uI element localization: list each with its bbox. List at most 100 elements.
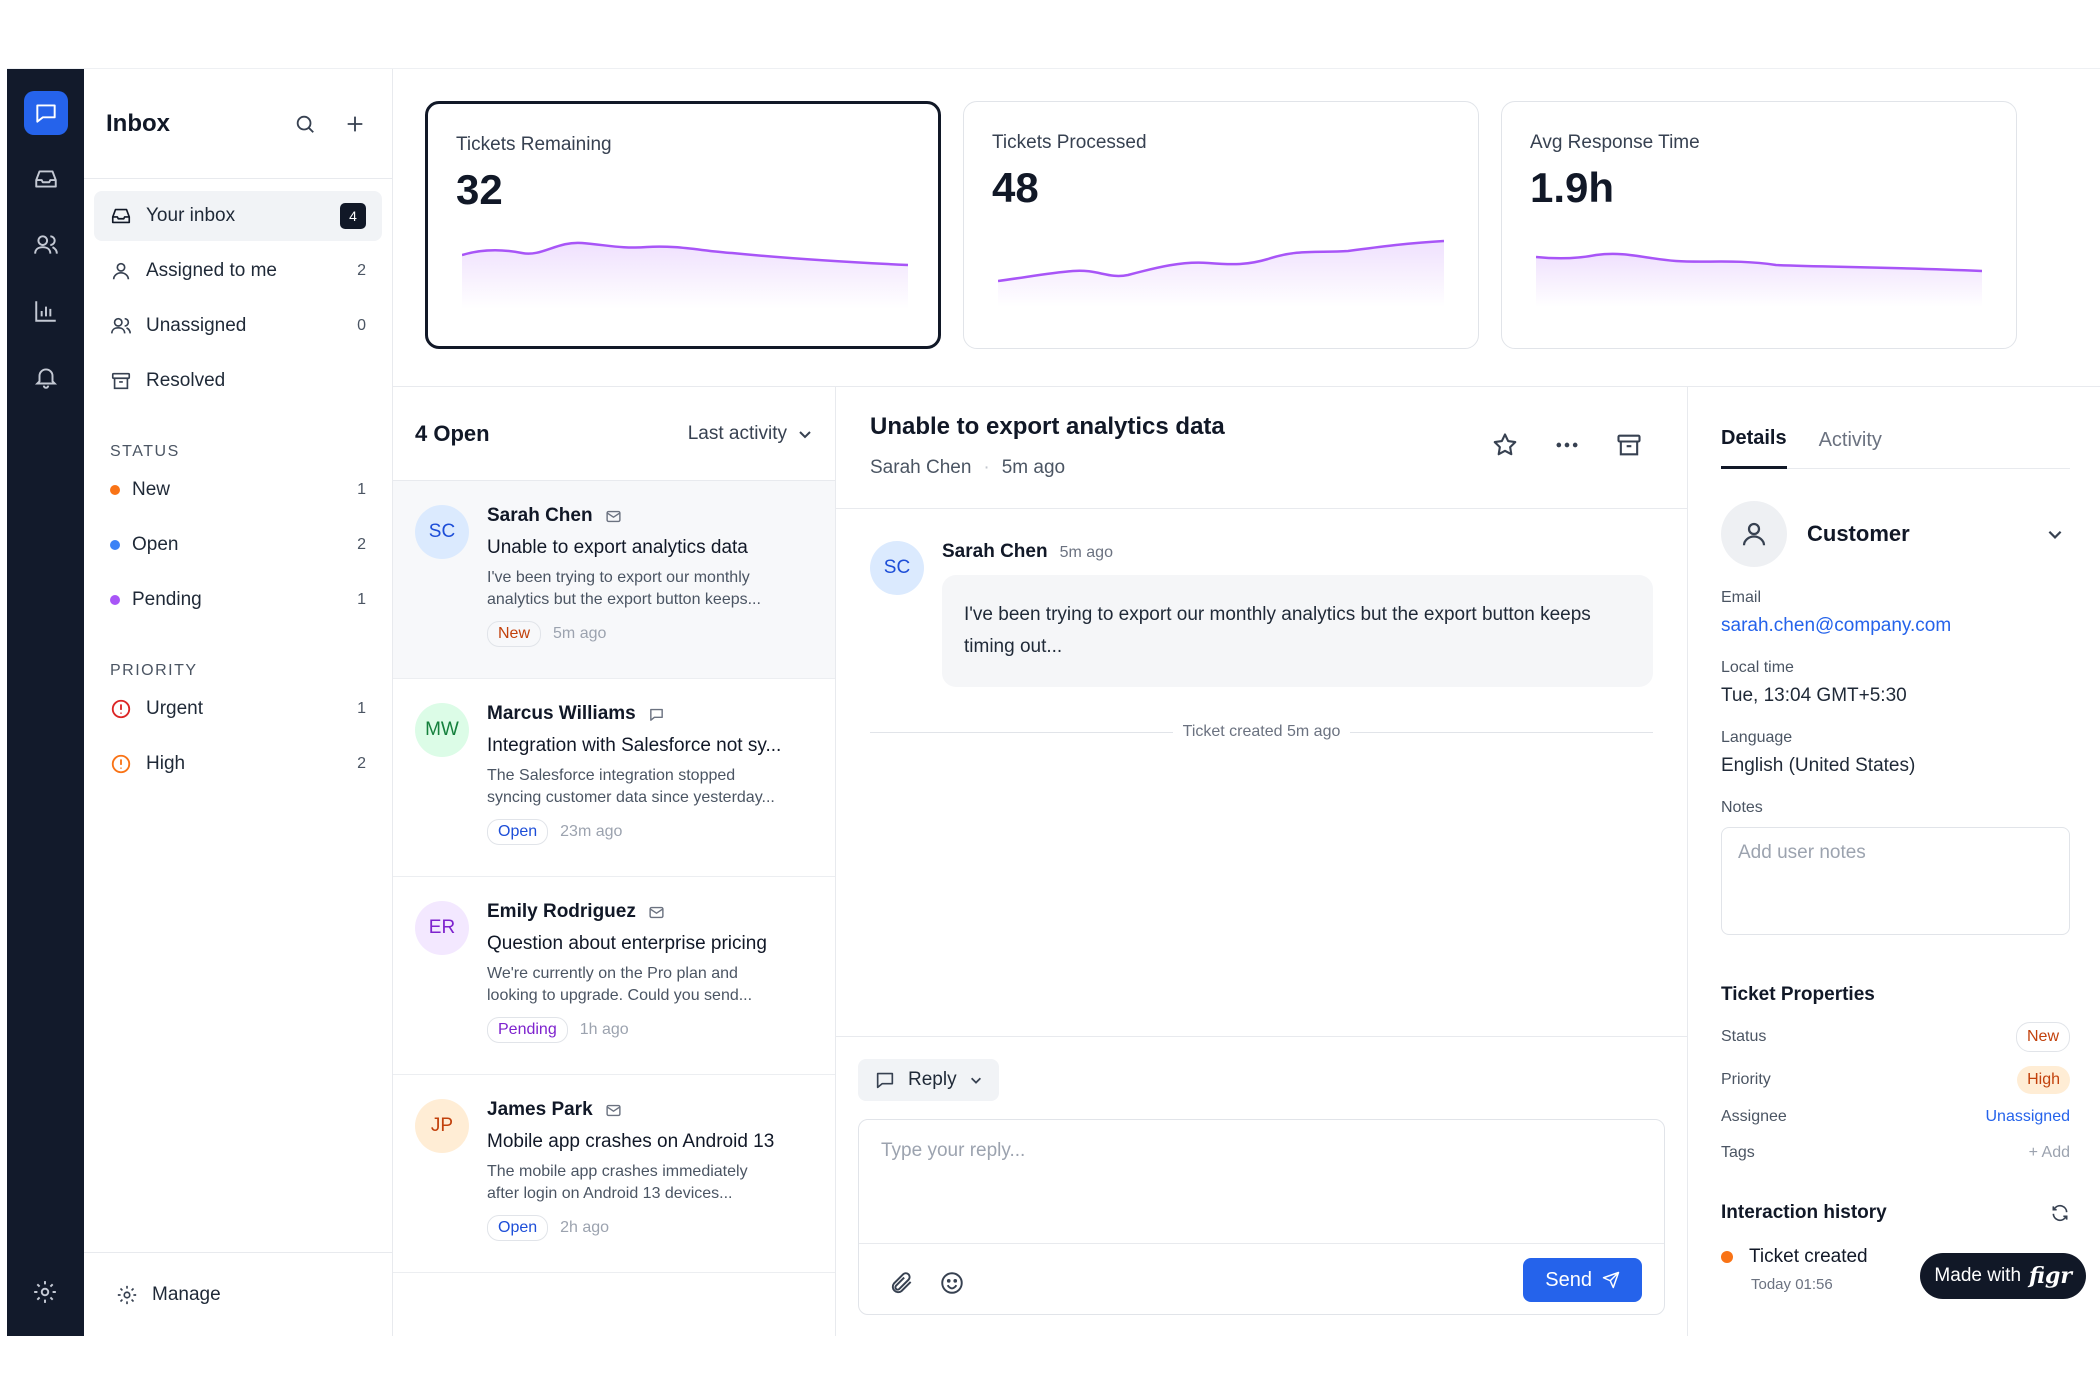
emoji-icon[interactable] <box>939 1270 965 1296</box>
chat-icon <box>35 104 56 123</box>
refresh-icon[interactable] <box>2050 1203 2070 1223</box>
assignee-link[interactable]: Unassigned <box>1985 1108 2071 1125</box>
conversation-author: Sarah Chen <box>870 457 972 478</box>
ticket-customer: Sarah Chen <box>487 505 813 527</box>
item-count: 2 <box>357 536 366 553</box>
history-title: Interaction history <box>1721 1202 1887 1223</box>
avatar <box>1721 501 1787 567</box>
search-icon <box>296 115 314 133</box>
customer-label: Customer <box>1807 521 1910 546</box>
notes-field[interactable] <box>1721 827 2070 935</box>
paperclip-icon[interactable] <box>889 1270 915 1296</box>
priority-heading: PRIORITY <box>110 662 198 679</box>
ticket-list: 4 Open Last activity SC Sarah Chen Unabl… <box>393 387 836 1336</box>
sidebar-item-status-new[interactable]: New 1 <box>94 465 382 515</box>
sidebar-item-resolved[interactable]: Resolved <box>94 356 382 406</box>
mail-icon <box>606 1104 621 1116</box>
sidebar-item-your-inbox[interactable]: Your inbox 4 <box>94 191 382 241</box>
ticket-item[interactable]: MW Marcus Williams Integration with Sale… <box>393 679 835 877</box>
email-label: Email <box>1721 589 1762 606</box>
sidebar-item-priority-high[interactable]: High 2 <box>94 739 382 789</box>
notifications-nav-button[interactable] <box>24 355 68 399</box>
customer-name: James Park <box>487 1099 593 1120</box>
status-dot <box>110 485 120 495</box>
ticket-item[interactable]: ER Emily Rodriguez Question about enterp… <box>393 877 835 1075</box>
star-icon[interactable] <box>1491 431 1519 459</box>
avatar: SC <box>870 541 924 595</box>
customer-name: Emily Rodriguez <box>487 901 636 922</box>
status-dot <box>110 595 120 605</box>
tab-activity[interactable]: Activity <box>1818 429 1882 451</box>
ticket-time: 2h ago <box>560 1219 610 1236</box>
customer-section[interactable]: Customer <box>1721 501 2070 567</box>
stat-label: Avg Response Time <box>1530 132 1700 153</box>
language-label: Language <box>1721 729 1793 746</box>
inbox-icon <box>111 208 131 224</box>
status-badge[interactable]: New <box>2015 1022 2070 1052</box>
user-icon <box>112 262 130 280</box>
more-icon[interactable] <box>1553 431 1581 459</box>
send-button[interactable]: Send <box>1523 1258 1642 1302</box>
conversation-time: 5m ago <box>1001 457 1066 478</box>
stat-card-tickets-processed[interactable]: Tickets Processed 48 <box>963 101 1479 349</box>
preview-line: I've been trying to export our monthly <box>487 569 750 586</box>
archive-icon[interactable] <box>1615 431 1643 459</box>
settings-nav-button[interactable] <box>23 1270 67 1314</box>
search-button[interactable] <box>290 109 320 139</box>
status-badge: Open <box>487 1215 549 1241</box>
sidebar-item-assigned-to-me[interactable]: Assigned to me 2 <box>94 246 382 296</box>
sidebar-item-label: Unassigned <box>146 315 247 336</box>
item-count: 1 <box>357 700 366 717</box>
sidebar-item-status-pending[interactable]: Pending 1 <box>94 575 382 625</box>
ticket-list-header: 4 Open Last activity <box>393 387 835 481</box>
item-count: 2 <box>357 755 366 772</box>
priority-badge[interactable]: High <box>2017 1066 2070 1094</box>
sparkline <box>1536 252 1982 307</box>
property-label: Priority <box>1721 1071 1771 1088</box>
tab-details[interactable]: Details <box>1721 427 1787 469</box>
reply-input[interactable] <box>859 1120 1664 1244</box>
item-count: 0 <box>357 317 366 334</box>
ticket-item[interactable]: JP James Park Mobile app crashes on Andr… <box>393 1075 835 1273</box>
history-event: Ticket created <box>1749 1246 1868 1267</box>
inbox-nav-button[interactable] <box>24 157 68 201</box>
stat-card-tickets-remaining[interactable]: Tickets Remaining 32 <box>425 101 941 349</box>
alert-circle-icon <box>111 754 131 774</box>
conversation-title: Unable to export analytics data <box>870 413 1225 440</box>
message: SC Sarah Chen 5m ago I've been trying to… <box>836 509 1687 687</box>
users-nav-button[interactable] <box>24 223 68 267</box>
local-time-value: Tue, 13:04 GMT+5:30 <box>1721 685 1907 706</box>
property-tags: Tags + Add <box>1721 1144 2070 1162</box>
preview-line: We're currently on the Pro plan and <box>487 965 738 982</box>
stat-value: 48 <box>992 164 1039 211</box>
new-conversation-button[interactable] <box>340 109 370 139</box>
sidebar-item-priority-urgent[interactable]: Urgent 1 <box>94 684 382 734</box>
sort-dropdown[interactable]: Last activity <box>688 423 813 445</box>
made-with-badge[interactable]: Made with figr <box>1920 1253 2086 1299</box>
add-tag-button[interactable]: + Add <box>2028 1144 2070 1161</box>
users-icon <box>33 235 58 254</box>
sidebar-item-status-open[interactable]: Open 2 <box>94 520 382 570</box>
stats-row: Tickets Remaining 32 Tickets Processed 4… <box>393 69 2100 387</box>
ticket-time: 23m ago <box>560 823 623 840</box>
stat-card-avg-response-time[interactable]: Avg Response Time 1.9h <box>1501 101 2017 349</box>
status-badge: New <box>487 621 542 647</box>
ticket-item[interactable]: SC Sarah Chen Unable to export analytics… <box>393 481 835 679</box>
email-link[interactable]: sarah.chen@company.com <box>1721 615 1952 636</box>
manage-label: Manage <box>152 1283 221 1305</box>
preview-line: The mobile app crashes immediately <box>487 1163 748 1180</box>
local-time-label: Local time <box>1721 659 1794 676</box>
customer-name: Sarah Chen <box>487 505 593 526</box>
conversation-header: Unable to export analytics data Sarah Ch… <box>836 387 1687 509</box>
ticket-preview: The mobile app crashes immediately after… <box>487 1161 813 1205</box>
sidebar-item-unassigned[interactable]: Unassigned 0 <box>94 301 382 351</box>
reports-nav-button[interactable] <box>24 289 68 333</box>
item-count: 1 <box>357 591 366 608</box>
manage-button[interactable]: Manage <box>84 1252 392 1336</box>
reply-mode-label: Reply <box>908 1069 957 1090</box>
chart-icon <box>34 301 56 322</box>
chat-nav-button[interactable] <box>23 91 68 135</box>
item-count: 2 <box>357 262 366 279</box>
mail-icon <box>649 906 664 918</box>
reply-mode-dropdown[interactable]: Reply <box>858 1059 999 1101</box>
